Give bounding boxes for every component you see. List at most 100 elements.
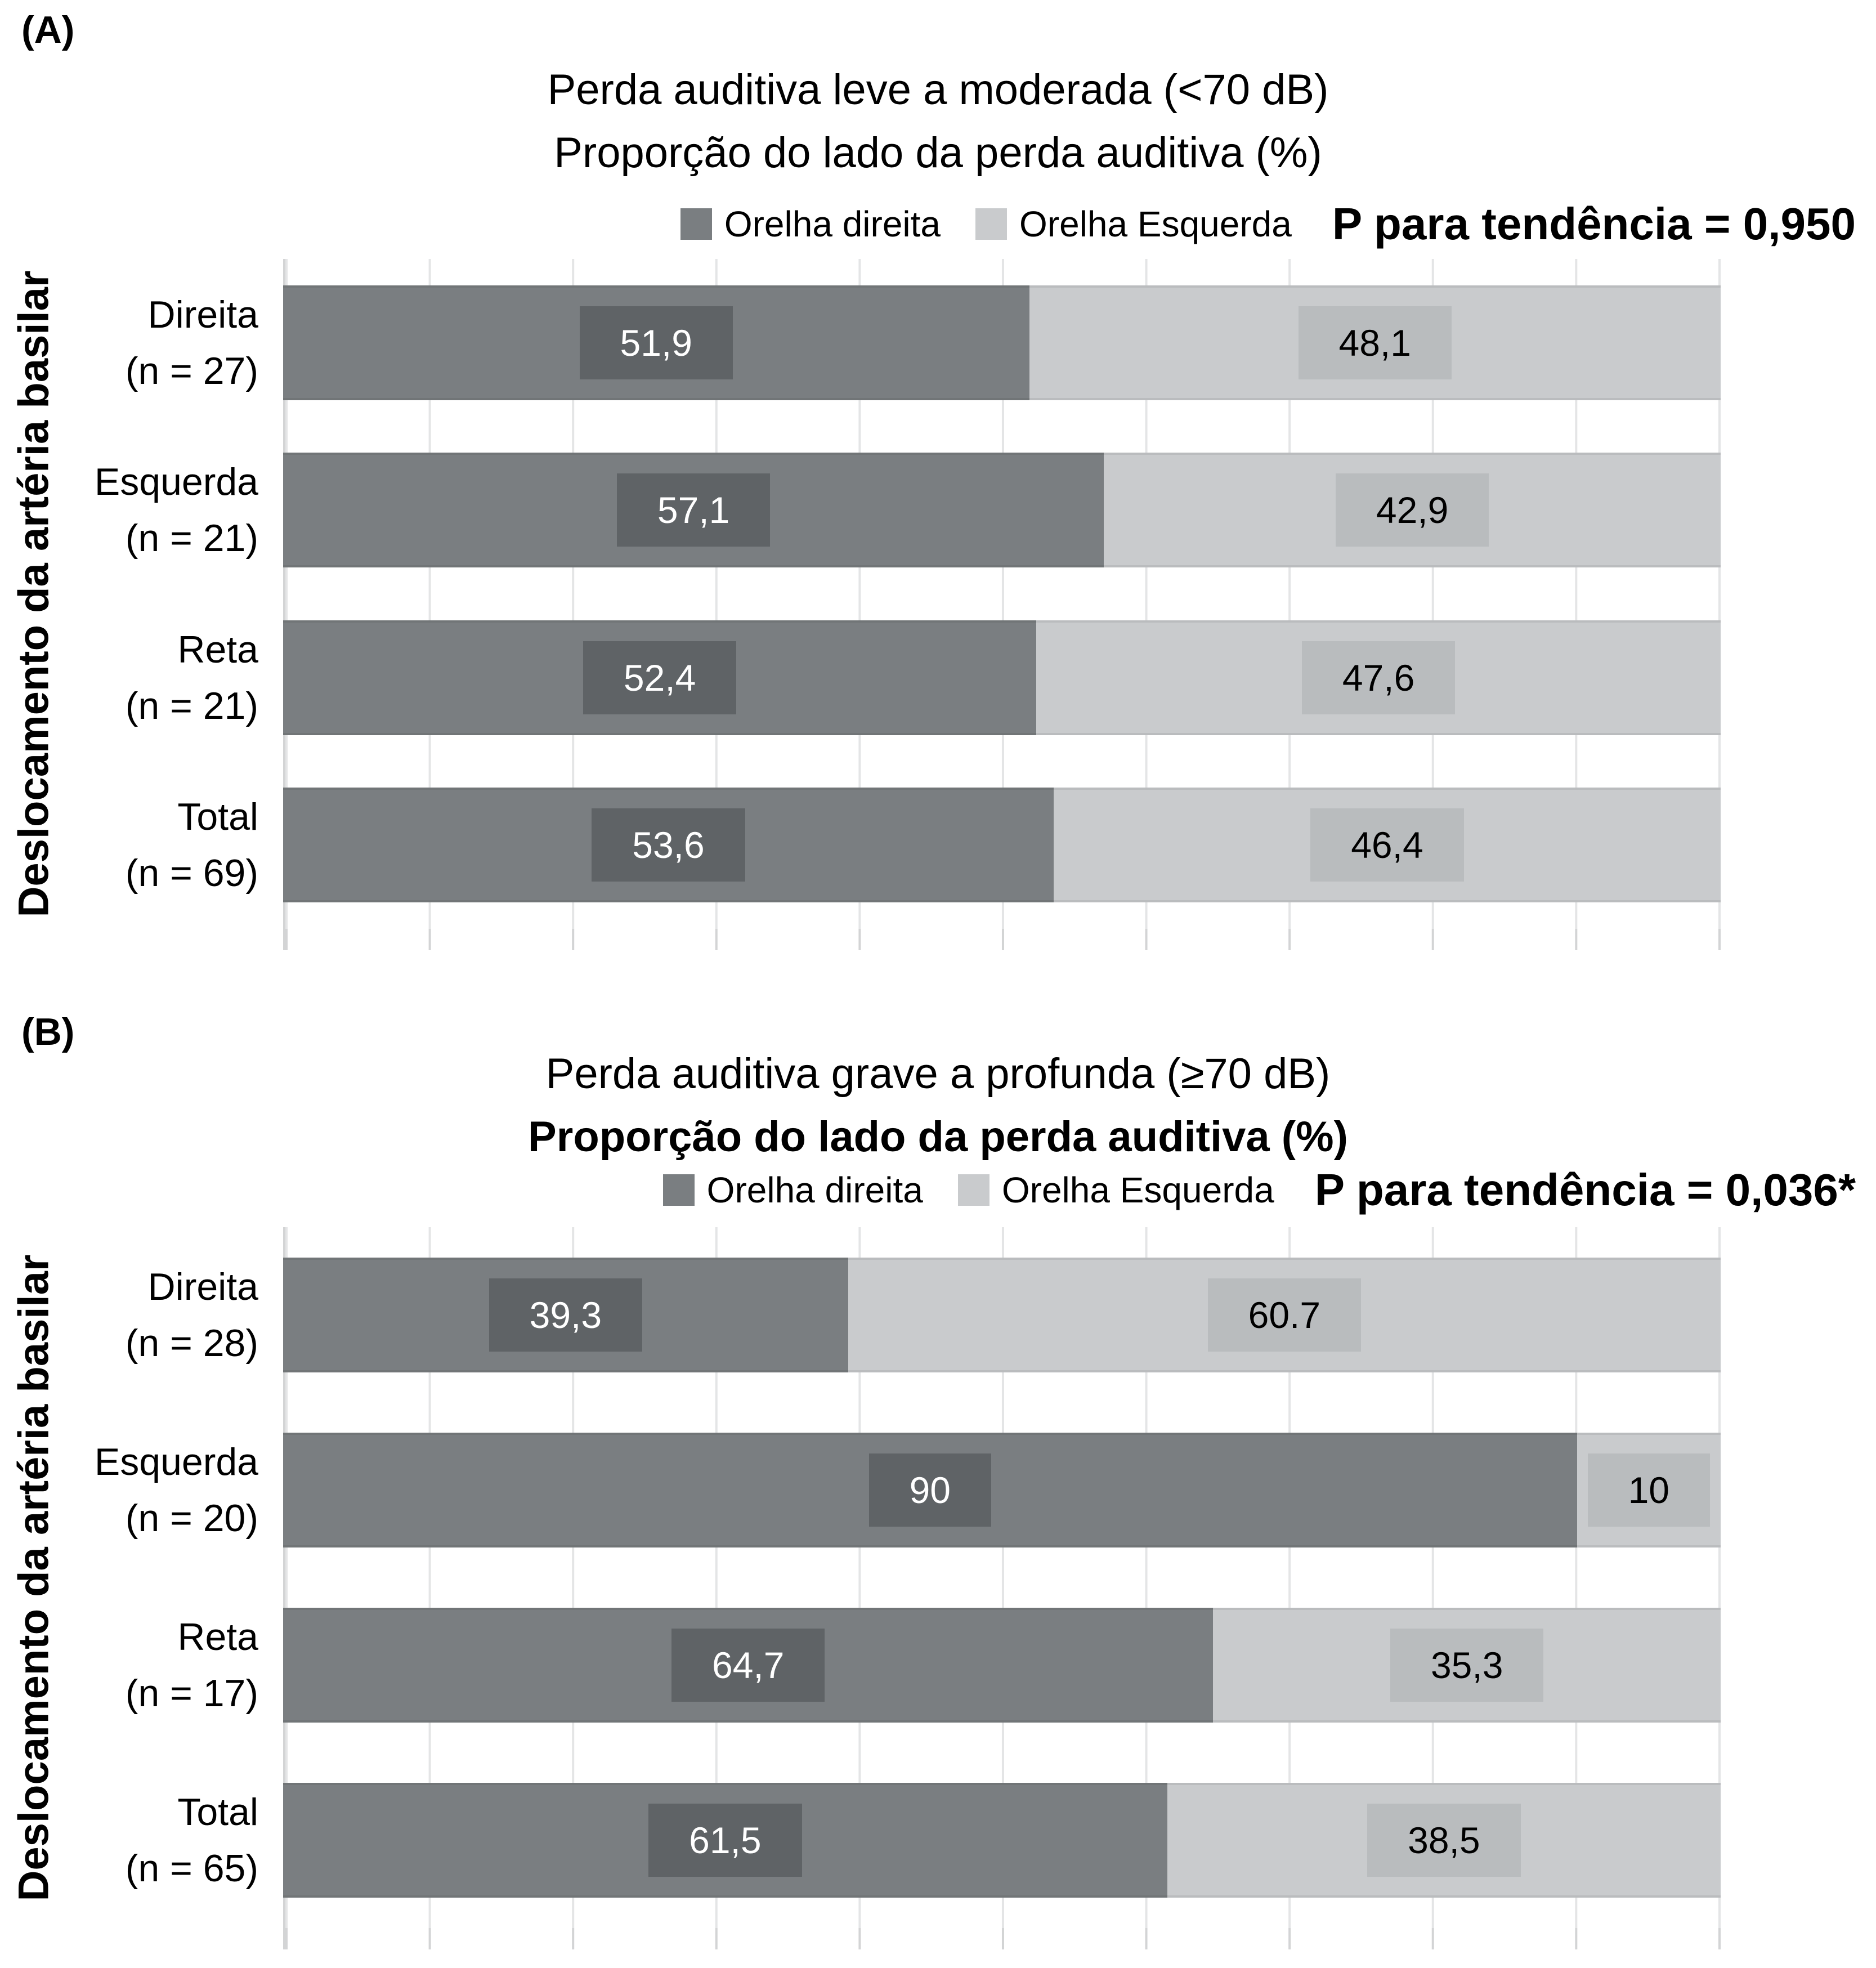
value-chip-right-ear: 61,5 [648, 1804, 802, 1877]
panel-a-legend: Orelha direita Orelha Esquerda P para te… [680, 199, 1856, 249]
stacked-bar: 64,7 35,3 [283, 1608, 1721, 1723]
stacked-bar: 51,9 48,1 [283, 285, 1721, 400]
x-axis-ticks [283, 1928, 1721, 1949]
value-chip-left-ear: 35,3 [1390, 1629, 1544, 1702]
value-chip-right-ear: 64,7 [671, 1629, 825, 1702]
p-trend-annotation: P para tendência = 0,950 [1332, 199, 1856, 249]
category-name: Esquerda [94, 460, 258, 504]
value-chip-left-ear: 60.7 [1207, 1278, 1362, 1352]
panel-a-subtitle: Proporção do lado da perda auditiva (%) [554, 129, 1322, 177]
bar-segment-right-ear: 64,7 [283, 1608, 1214, 1723]
bar-segment-left-ear: 42,9 [1104, 453, 1721, 568]
category-n: (n = 65) [125, 1847, 258, 1890]
right-ear-swatch-icon [680, 208, 712, 240]
category-name: Total [177, 1791, 258, 1834]
x-axis-ticks [283, 929, 1721, 950]
bar-row: Total (n = 69) 53,6 46,4 [0, 762, 1721, 929]
legend-label-right-ear: Orelha direita [724, 204, 941, 244]
category-name: Direita [147, 1265, 259, 1308]
bar-segment-left-ear: 46,4 [1053, 788, 1721, 903]
category-n: (n = 69) [125, 852, 258, 895]
panel-b-title: Perda auditiva grave a profunda (≥70 dB) [545, 1050, 1331, 1098]
stacked-bar: 39,3 60.7 [283, 1257, 1721, 1372]
legend-item-left-ear: Orelha Esquerda [957, 1169, 1274, 1211]
category-name: Reta [177, 628, 258, 671]
stacked-bar: 53,6 46,4 [283, 788, 1721, 903]
legend-label-right-ear: Orelha direita [706, 1170, 923, 1210]
category-n: (n = 21) [125, 517, 258, 560]
bar-segment-left-ear: 35,3 [1213, 1608, 1721, 1723]
bar-row: Direita (n = 28) 39,3 60.7 [0, 1227, 1721, 1402]
panel-a-plot: Direita (n = 27) 51,9 48,1 Esquerda (n = 21) 5… [0, 259, 1876, 950]
category-n: (n = 20) [125, 1496, 258, 1540]
panel-a-label: (A) [21, 8, 75, 51]
category-label: Direita (n = 27) [0, 287, 283, 399]
left-ear-swatch-icon [975, 208, 1007, 240]
category-n: (n = 28) [125, 1321, 258, 1365]
bar-rows: Direita (n = 28) 39,3 60.7 Esquerda (n = 20) 9… [0, 1227, 1721, 1928]
panel-b-plot: Direita (n = 28) 39,3 60.7 Esquerda (n = 20) 9… [0, 1227, 1876, 1949]
category-name: Reta [177, 1616, 258, 1659]
category-label: Total (n = 69) [0, 789, 283, 901]
panel-b-titles: Perda auditiva grave a profunda (≥70 dB)… [0, 1043, 1876, 1169]
bar-segment-left-ear: 47,6 [1036, 620, 1721, 735]
category-n: (n = 21) [125, 684, 258, 727]
panel-a-titles: Perda auditiva leve a moderada (<70 dB) … [0, 59, 1876, 185]
category-label: Total (n = 65) [0, 1784, 283, 1897]
category-label: Reta (n = 21) [0, 621, 283, 734]
value-chip-right-ear: 57,1 [616, 473, 771, 547]
stacked-bar: 90 10 [283, 1432, 1721, 1547]
legend-label-left-ear: Orelha Esquerda [1001, 1170, 1274, 1210]
category-name: Esquerda [94, 1440, 258, 1483]
bar-row: Direita (n = 27) 51,9 48,1 [0, 259, 1721, 427]
category-label: Esquerda (n = 21) [0, 454, 283, 566]
panel-b-label: (B) [21, 1010, 75, 1053]
category-label: Direita (n = 28) [0, 1259, 283, 1371]
bar-segment-left-ear: 48,1 [1029, 285, 1721, 400]
value-chip-right-ear: 52,4 [583, 641, 737, 714]
bar-rows: Direita (n = 27) 51,9 48,1 Esquerda (n = 21) 5… [0, 259, 1721, 929]
legend-item-right-ear: Orelha direita [680, 203, 941, 245]
panel-b-subtitle: Proporção do lado da perda auditiva (%) [528, 1113, 1348, 1161]
bar-row: Reta (n = 21) 52,4 47,6 [0, 594, 1721, 762]
category-name: Direita [147, 293, 259, 336]
category-name: Total [177, 795, 258, 839]
bar-row: Esquerda (n = 20) 90 10 [0, 1402, 1721, 1577]
value-chip-left-ear: 48,1 [1298, 306, 1452, 379]
value-chip-left-ear: 10 [1587, 1453, 1710, 1527]
p-trend-annotation: P para tendência = 0,036* [1314, 1165, 1856, 1215]
value-chip-right-ear: 39,3 [489, 1278, 643, 1352]
value-chip-left-ear: 38,5 [1367, 1804, 1521, 1877]
legend-item-right-ear: Orelha direita [662, 1169, 923, 1211]
stacked-bar: 61,5 38,5 [283, 1783, 1721, 1898]
y-axis-title: Deslocamento da artéria basilar [10, 270, 58, 918]
bar-segment-right-ear: 52,4 [283, 620, 1037, 735]
bar-row: Reta (n = 17) 64,7 35,3 [0, 1578, 1721, 1753]
stacked-bar: 52,4 47,6 [283, 620, 1721, 735]
category-n: (n = 17) [125, 1672, 258, 1715]
right-ear-swatch-icon [662, 1174, 695, 1206]
bar-segment-right-ear: 51,9 [283, 285, 1029, 400]
stacked-bar: 57,1 42,9 [283, 453, 1721, 568]
y-axis-title: Deslocamento da artéria basilar [10, 1254, 58, 1901]
category-n: (n = 27) [125, 349, 258, 392]
bar-segment-right-ear: 39,3 [283, 1257, 848, 1372]
left-ear-swatch-icon [957, 1174, 990, 1206]
legend-label-left-ear: Orelha Esquerda [1019, 204, 1292, 244]
category-label: Esquerda (n = 20) [0, 1434, 283, 1546]
value-chip-left-ear: 47,6 [1301, 641, 1456, 714]
value-chip-right-ear: 53,6 [592, 808, 745, 882]
bar-row: Esquerda (n = 21) 57,1 42,9 [0, 427, 1721, 594]
value-chip-right-ear: 90 [868, 1453, 991, 1527]
value-chip-right-ear: 51,9 [579, 306, 733, 379]
bar-row: Total (n = 65) 61,5 38,5 [0, 1753, 1721, 1928]
bar-segment-right-ear: 61,5 [283, 1783, 1167, 1898]
value-chip-left-ear: 46,4 [1310, 808, 1464, 882]
bar-segment-right-ear: 90 [283, 1432, 1577, 1547]
legend-item-left-ear: Orelha Esquerda [975, 203, 1292, 245]
panel-b-legend: Orelha direita Orelha Esquerda P para te… [662, 1165, 1856, 1215]
value-chip-left-ear: 42,9 [1335, 473, 1489, 547]
panel-b: (B) Perda auditiva grave a profunda (≥70… [0, 984, 1876, 1968]
bar-segment-right-ear: 57,1 [283, 453, 1104, 568]
